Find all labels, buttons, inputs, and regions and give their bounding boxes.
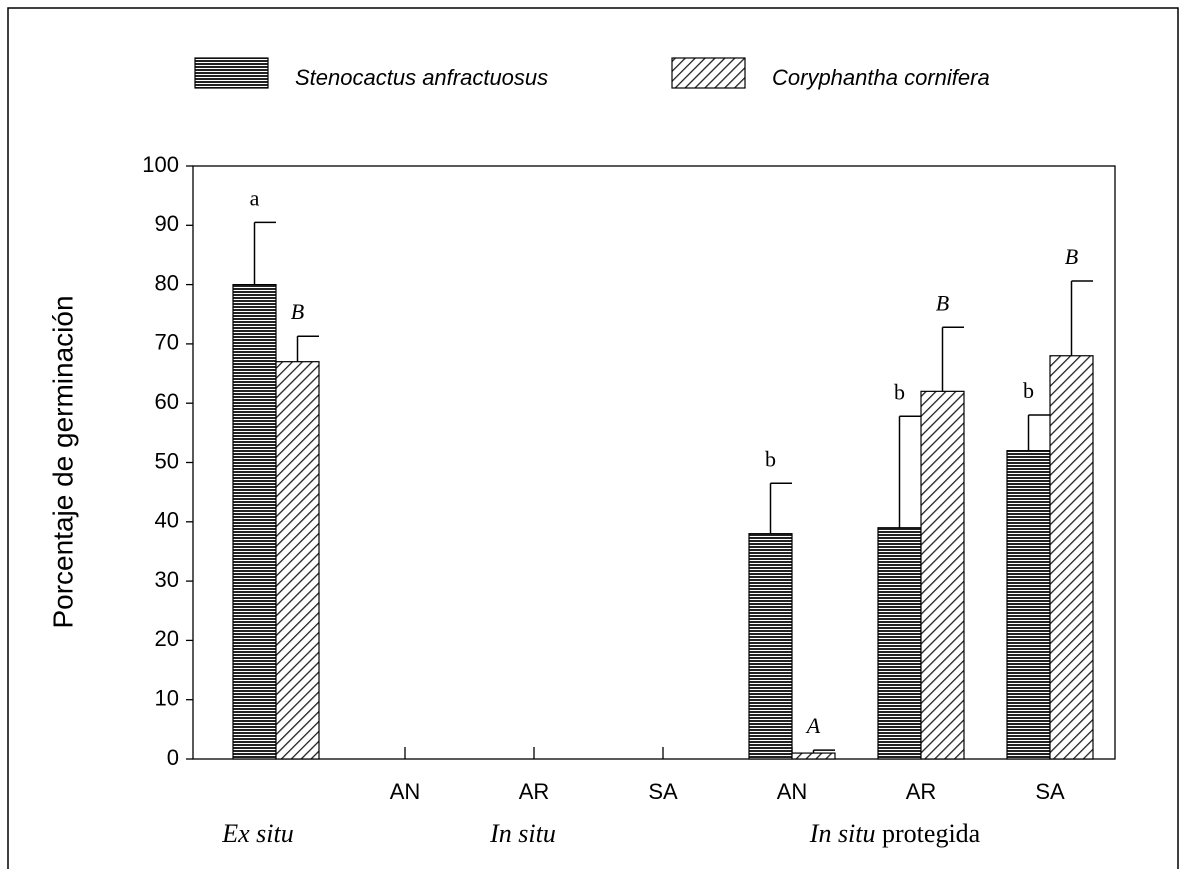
- y-tick-label: 60: [155, 389, 179, 414]
- x-tick-label: AN: [390, 779, 421, 804]
- significance-letter: b: [894, 379, 905, 404]
- significance-letter: B: [936, 290, 949, 315]
- bar: [920, 390, 965, 760]
- group-label-italic: Ex situ: [221, 819, 294, 848]
- group-label: Ex situ: [221, 819, 294, 848]
- y-tick-label: 0: [167, 745, 179, 770]
- bar: [1006, 450, 1051, 760]
- significance-letter: b: [1023, 378, 1034, 403]
- y-tick-label: 50: [155, 448, 179, 473]
- bar: [275, 361, 320, 760]
- y-axis-label: Porcentaje de germinación: [47, 295, 78, 628]
- bar: [232, 284, 277, 760]
- significance-letter: b: [765, 446, 776, 471]
- legend-label: Coryphantha cornifera: [772, 65, 990, 90]
- group-label-italic: In situ: [489, 819, 556, 848]
- plot-frame: [192, 165, 1116, 760]
- significance-letter: A: [805, 713, 821, 738]
- legend-label: Stenocactus anfractuosus: [295, 65, 548, 90]
- group-label: In situ protegida: [809, 819, 981, 848]
- significance-letter: B: [1065, 244, 1078, 269]
- y-tick-label: 10: [155, 686, 179, 711]
- y-tick-label: 40: [155, 508, 179, 533]
- y-tick-label: 30: [155, 567, 179, 592]
- bar: [877, 527, 922, 760]
- y-tick-label: 100: [142, 152, 179, 177]
- x-tick-label: SA: [1035, 779, 1065, 804]
- y-tick-label: 80: [155, 270, 179, 295]
- legend-swatch: [671, 57, 746, 89]
- x-tick-label: AR: [906, 779, 937, 804]
- frame: [7, 7, 1179, 869]
- bar: [748, 533, 793, 760]
- y-tick-label: 90: [155, 211, 179, 236]
- significance-letter: B: [291, 299, 304, 324]
- group-label: In situ: [489, 819, 556, 848]
- y-tick-label: 70: [155, 330, 179, 355]
- x-tick-label: AR: [519, 779, 550, 804]
- legend-swatch: [194, 57, 269, 89]
- group-label-italic: In situ: [809, 819, 876, 848]
- x-tick-label: SA: [648, 779, 678, 804]
- bar: [791, 752, 836, 760]
- y-tick-label: 20: [155, 626, 179, 651]
- significance-letter: a: [250, 185, 260, 210]
- bar: [1049, 355, 1094, 760]
- x-tick-label: AN: [777, 779, 808, 804]
- group-label-suffix: protegida: [882, 819, 981, 848]
